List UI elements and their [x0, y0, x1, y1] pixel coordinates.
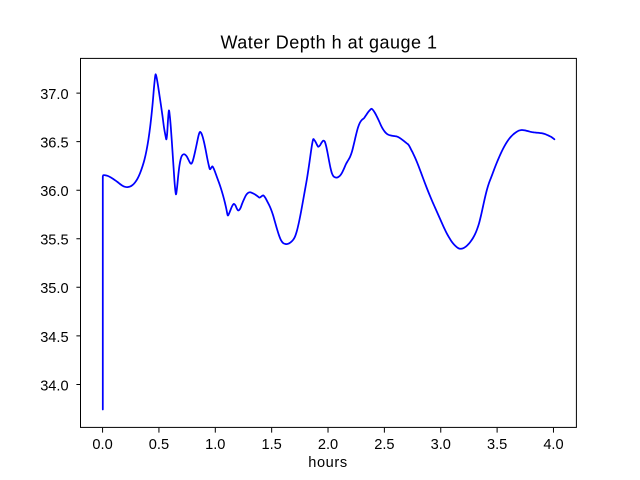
svg-text:0.0: 0.0 — [92, 437, 112, 453]
svg-text:4.0: 4.0 — [543, 437, 563, 453]
svg-text:36.0: 36.0 — [40, 184, 68, 200]
svg-text:35.5: 35.5 — [40, 233, 68, 249]
svg-text:3.0: 3.0 — [431, 437, 451, 453]
svg-text:3.5: 3.5 — [487, 437, 507, 453]
svg-text:1.0: 1.0 — [205, 437, 225, 453]
svg-text:37.0: 37.0 — [40, 87, 68, 103]
svg-text:34.0: 34.0 — [40, 378, 68, 394]
svg-text:Water Depth h at gauge 1: Water Depth h at gauge 1 — [221, 33, 438, 53]
svg-text:34.5: 34.5 — [40, 330, 68, 346]
svg-text:36.5: 36.5 — [40, 136, 68, 152]
svg-text:35.0: 35.0 — [40, 281, 68, 297]
svg-text:1.5: 1.5 — [262, 437, 282, 453]
svg-text:0.5: 0.5 — [149, 437, 169, 453]
svg-text:hours: hours — [308, 455, 348, 471]
svg-text:2.0: 2.0 — [318, 437, 338, 453]
svg-text:2.5: 2.5 — [374, 437, 394, 453]
